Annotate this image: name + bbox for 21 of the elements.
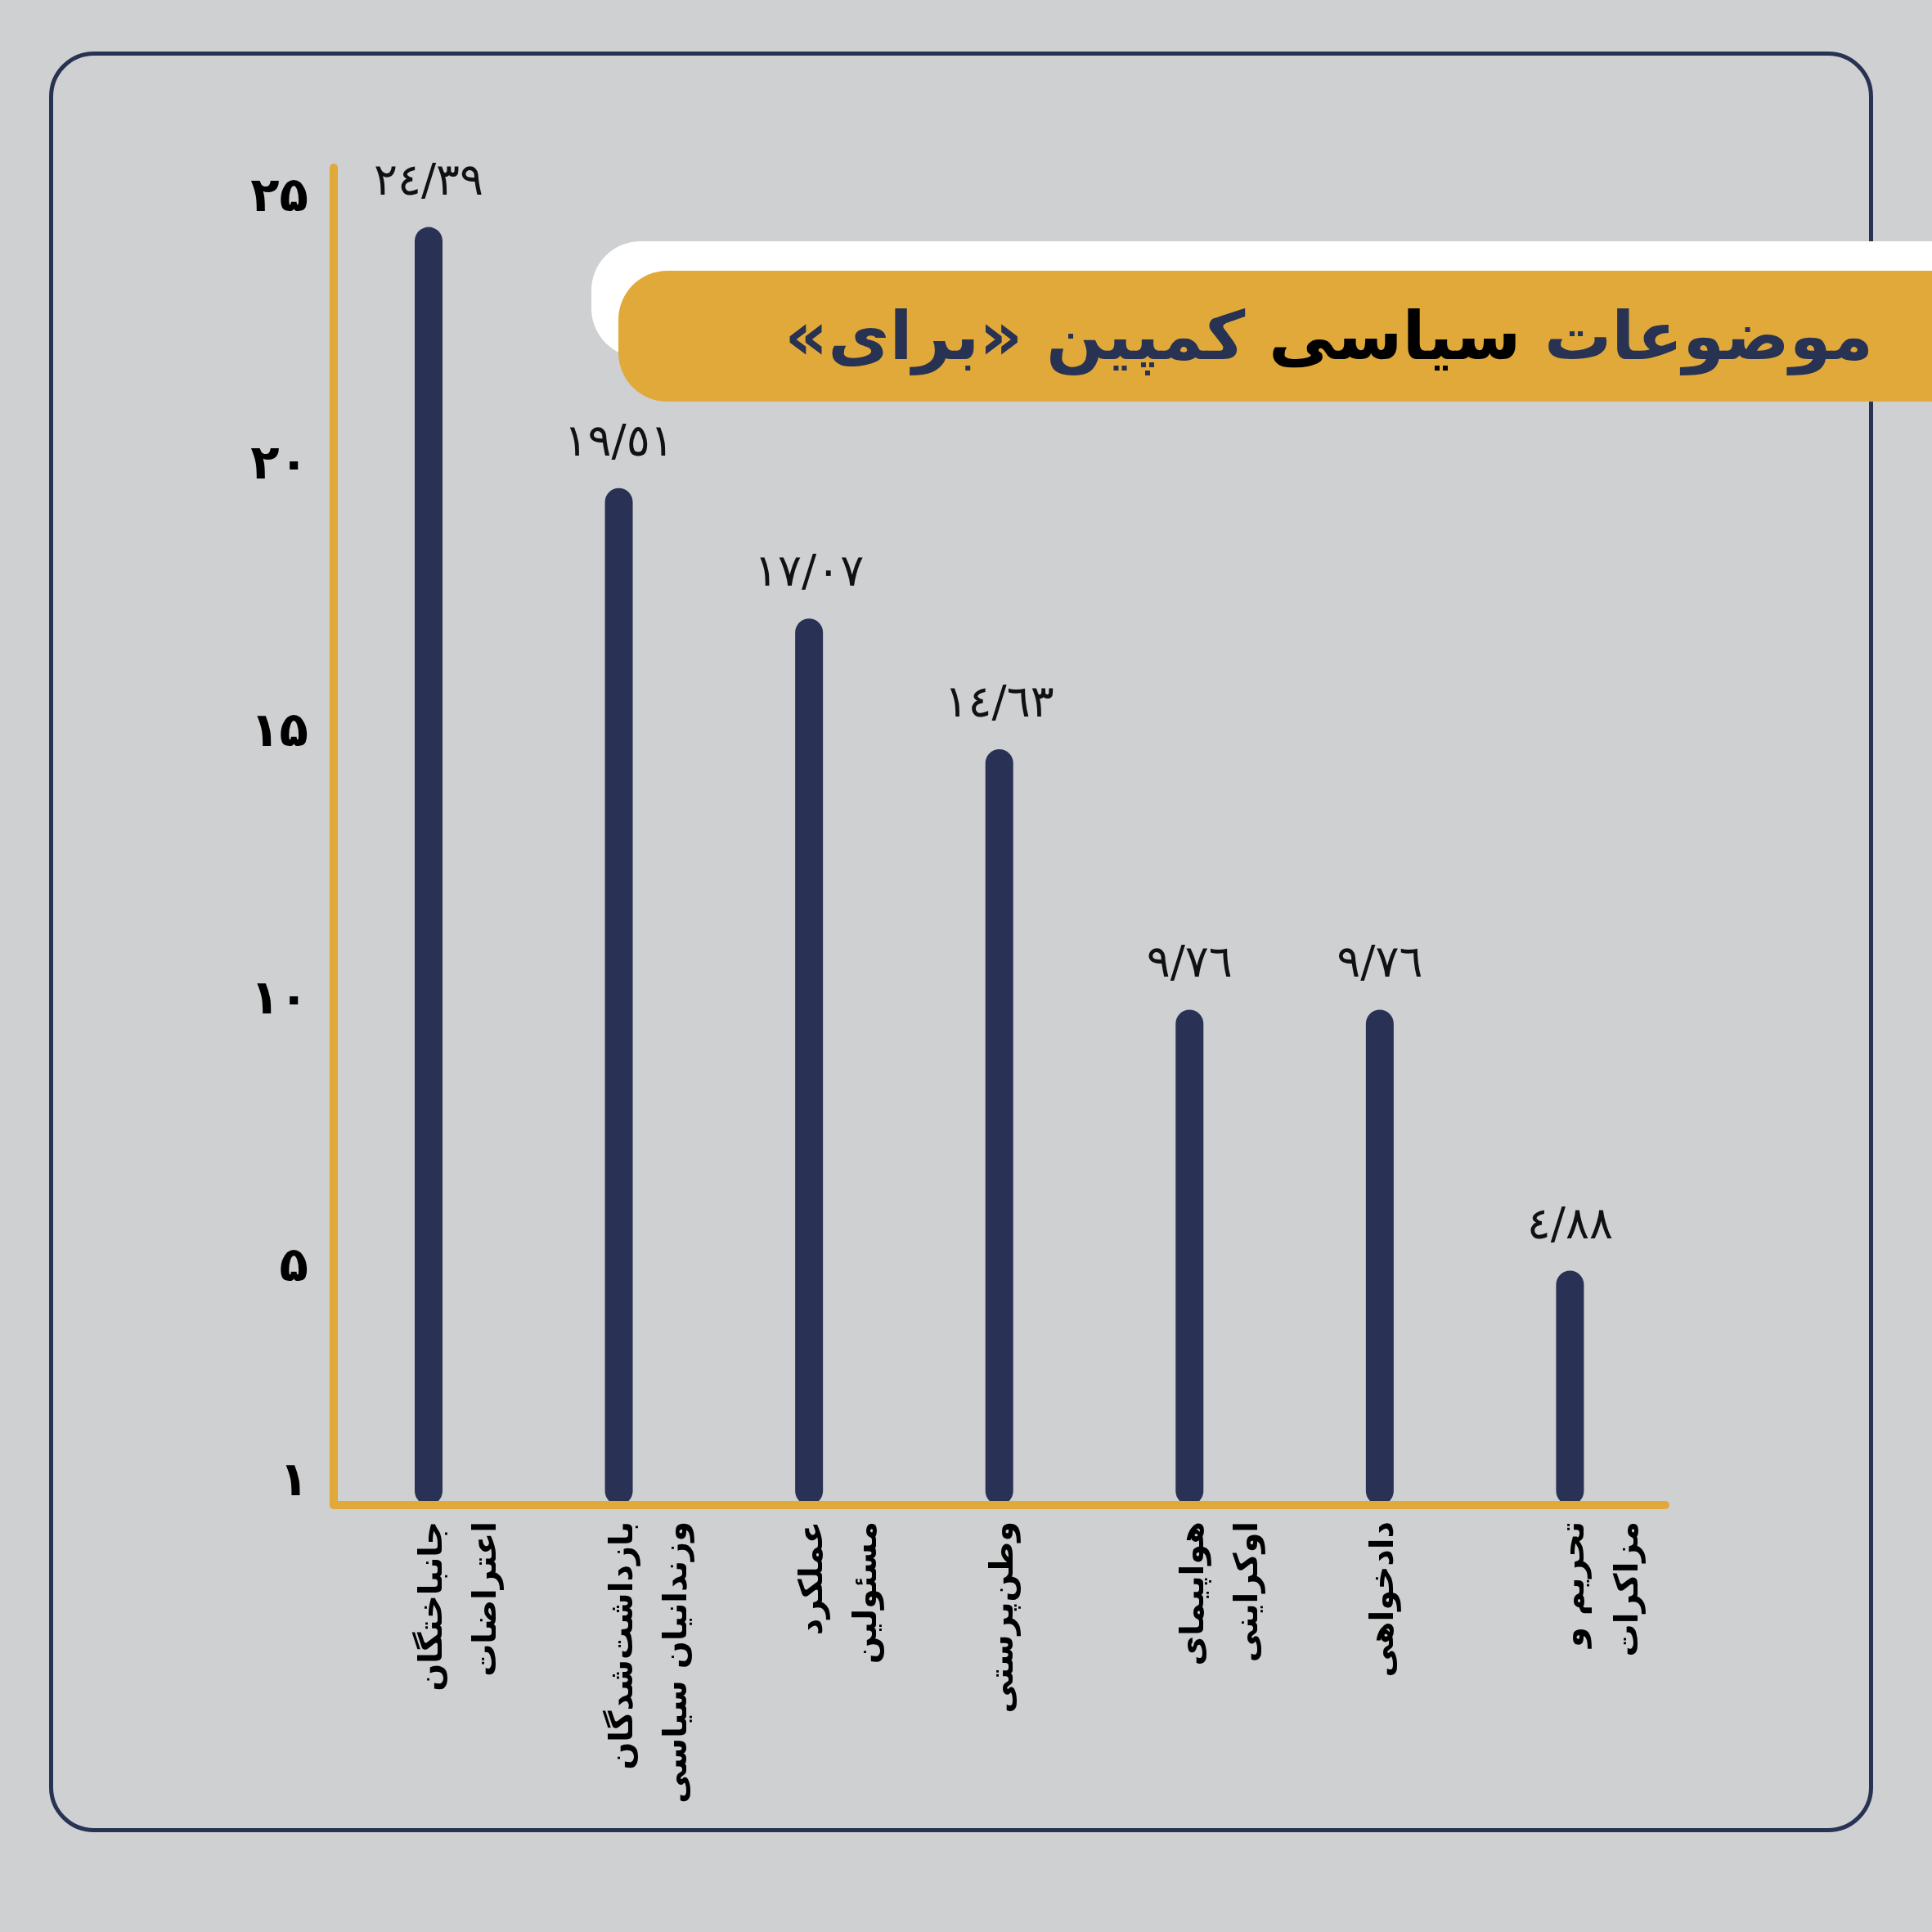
data-label: ٩/٧٦ bbox=[1146, 936, 1233, 988]
x-tick-label: عملکرد مسئولین bbox=[792, 1521, 885, 1665]
y-tick-label: ۲۰ bbox=[250, 434, 308, 490]
x-tick-label: جانباختگان اعتراضات bbox=[411, 1521, 505, 1692]
x-tick-label: بازداشت‌شدگان وزندانیان سیاسی bbox=[601, 1521, 694, 1804]
data-label: ١٤/٦٣ bbox=[944, 675, 1054, 727]
data-label: ١٩/٥١ bbox=[564, 414, 674, 466]
y-tick-label: ۲۵ bbox=[250, 167, 308, 222]
y-tick-label: ۱ bbox=[279, 1450, 308, 1507]
x-tick-label: تحریم و مزاکرات bbox=[1552, 1521, 1646, 1657]
x-tick-label: هواپیمای اوکراینی bbox=[1172, 1521, 1265, 1666]
y-tick-label: ۵ bbox=[279, 1237, 308, 1292]
data-label: ٩/٧٦ bbox=[1337, 936, 1423, 988]
y-tick-label: ۱۵ bbox=[250, 702, 308, 757]
data-label: ٤/٨٨ bbox=[1526, 1197, 1614, 1249]
x-tick-label: دادخواهی bbox=[1363, 1521, 1402, 1678]
x-tick-label: وطن‌پرستی bbox=[982, 1521, 1021, 1714]
title-banner: موضوعات سیاسی کمپین «برای» bbox=[618, 271, 1932, 402]
data-label: ١٧/٠٧ bbox=[754, 545, 865, 597]
data-label: ٢٤/٣٩ bbox=[373, 153, 484, 205]
y-tick-label: ۱۰ bbox=[250, 969, 308, 1025]
